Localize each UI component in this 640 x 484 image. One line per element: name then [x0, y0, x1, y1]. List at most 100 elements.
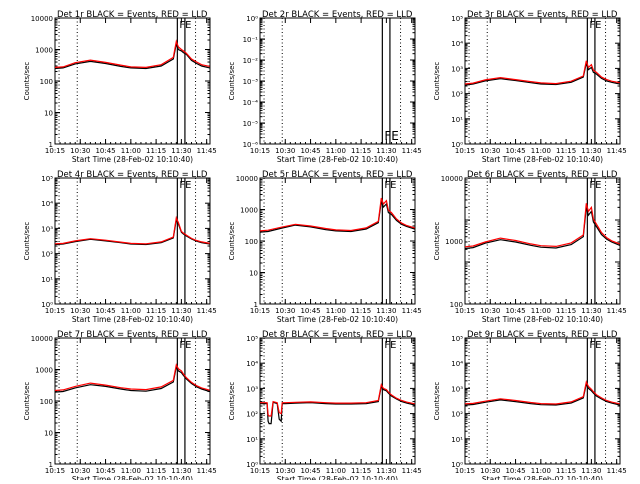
series-line-lld [259, 197, 415, 232]
x-tick-label: 11:15 [146, 467, 166, 475]
series-line-events [260, 384, 415, 425]
y-tick-label: 10⁴ [451, 360, 463, 368]
chart-3: Det 3r BLACK = Events, RED = LLD 10⁰ 10¹ 10… [433, 10, 627, 164]
plot-frame [54, 17, 211, 145]
x-axis-label: Start Time (28-Feb-02 10:10:40) [482, 315, 603, 324]
chart-title: Det 9r BLACK = Events, RED = LLD [467, 330, 618, 340]
y-tick-label: 10⁵ [451, 335, 463, 343]
y-tick-label: 10⁴ [41, 200, 53, 208]
chart-title: Det 5r BLACK = Events, RED = LLD [262, 170, 413, 180]
x-tick-label: 11:15 [146, 307, 166, 315]
y-axis-label: Counts/sec [228, 62, 236, 101]
y-tick-label: 10⁰ [41, 301, 53, 309]
x-tick-label: 10:45 [300, 467, 320, 475]
y-tick-label: 10⁴ [246, 360, 258, 368]
y-tick-label: 10⁰ [246, 461, 258, 469]
chart-title: Det 3r BLACK = Events, RED = LLD [467, 10, 618, 20]
y-tick-label: 10¹ [41, 276, 53, 284]
marker-annotation: FE [384, 180, 396, 191]
y-tick-label: 10⁰ [451, 461, 463, 469]
x-tick-label: 10:45 [300, 147, 320, 155]
x-tick-label: 11:45 [402, 147, 422, 155]
y-tick-label: 10² [451, 411, 463, 419]
marker-annotation: FE [179, 20, 191, 31]
x-tick-label: 11:30 [581, 147, 601, 155]
x-tick-label: 11:00 [531, 147, 551, 155]
x-tick-label: 10:45 [505, 307, 525, 315]
y-tick-label: 10⁻³ [243, 78, 259, 86]
series-line-lld [54, 363, 210, 392]
y-tick-label: 10000 [31, 335, 53, 343]
y-tick-label: 10000 [236, 175, 258, 183]
x-tick-label: 11:15 [351, 147, 371, 155]
x-tick-label: 11:30 [581, 307, 601, 315]
chart-title: Det 6r BLACK = Events, RED = LLD [467, 170, 618, 180]
x-axis-label: Start Time (28-Feb-02 10:10:40) [482, 475, 603, 480]
x-axis-label: Start Time (28-Feb-02 10:10:40) [277, 155, 398, 164]
x-tick-label: 10:45 [95, 467, 115, 475]
x-tick-label: 11:30 [171, 467, 191, 475]
x-tick-label: 10:45 [300, 307, 320, 315]
marker-annotation: FE [589, 20, 601, 31]
x-tick-label: 10:15 [45, 467, 65, 475]
y-tick-label: 10⁵ [451, 15, 463, 23]
y-tick-label: 1000 [445, 238, 463, 246]
x-tick-label: 10:30 [70, 147, 90, 155]
x-axis-label: Start Time (28-Feb-02 10:10:40) [72, 475, 193, 480]
x-axis-label: Start Time (28-Feb-02 10:10:40) [277, 315, 398, 324]
x-tick-label: 10:30 [70, 467, 90, 475]
x-tick-label: 11:00 [326, 147, 346, 155]
plot-frame [259, 17, 416, 145]
y-tick-label: 10 [44, 110, 53, 118]
y-tick-label: 10¹ [451, 116, 463, 124]
plot-frame [259, 177, 416, 305]
y-tick-label: 10¹ [451, 436, 463, 444]
x-axis-label: Start Time (28-Feb-02 10:10:40) [72, 315, 193, 324]
chart-1: Det 1r BLACK = Events, RED = LLD 1 10 100 10… [23, 10, 217, 164]
chart-7: Det 7r BLACK = Events, RED = LLD 1 10 100 10… [23, 330, 217, 484]
x-tick-label: 10:30 [275, 147, 295, 155]
x-tick-label: 10:15 [455, 467, 475, 475]
series-line-events [464, 207, 620, 250]
x-tick-label: 11:00 [531, 307, 551, 315]
y-tick-label: 100 [450, 301, 463, 309]
x-tick-label: 11:15 [556, 307, 576, 315]
x-tick-label: 11:00 [326, 467, 346, 475]
x-tick-label: 10:15 [250, 307, 270, 315]
y-tick-label: 1000 [240, 207, 258, 215]
series-line-events [54, 41, 210, 70]
series-line-events [464, 382, 620, 406]
x-tick-label: 11:45 [197, 307, 217, 315]
plot-frame [464, 337, 621, 465]
marker-annotation: FE [384, 129, 398, 143]
y-tick-label: 10² [451, 91, 463, 99]
x-tick-label: 10:15 [250, 467, 270, 475]
x-tick-label: 10:45 [95, 147, 115, 155]
x-tick-label: 10:45 [95, 307, 115, 315]
x-tick-label: 11:15 [556, 147, 576, 155]
series-line-lld [54, 39, 210, 69]
y-tick-label: 1 [49, 461, 53, 469]
x-tick-label: 11:45 [197, 467, 217, 475]
y-axis-label: Counts/sec [433, 222, 441, 261]
plot-frame [259, 337, 416, 465]
x-tick-label: 11:15 [351, 307, 371, 315]
x-tick-label: 11:45 [402, 467, 422, 475]
y-axis-label: Counts/sec [228, 222, 236, 261]
series-line-lld [464, 203, 620, 248]
x-tick-label: 11:30 [376, 307, 396, 315]
y-tick-label: 10⁻⁴ [243, 99, 259, 107]
marker-annotation: FE [384, 340, 396, 351]
x-tick-label: 11:00 [121, 307, 141, 315]
x-tick-label: 11:30 [171, 147, 191, 155]
x-axis-label: Start Time (28-Feb-02 10:10:40) [482, 155, 603, 164]
y-tick-label: 10⁻⁶ [243, 141, 259, 149]
x-tick-label: 10:15 [45, 147, 65, 155]
x-tick-label: 10:15 [455, 147, 475, 155]
x-tick-label: 10:30 [70, 307, 90, 315]
x-tick-label: 11:00 [121, 467, 141, 475]
series-line-events [259, 201, 415, 233]
y-tick-label: 10³ [451, 65, 463, 73]
